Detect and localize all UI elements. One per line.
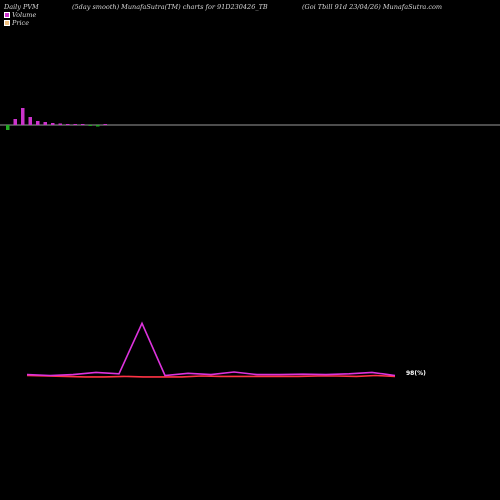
legend-label-price: Price (12, 19, 30, 27)
price-lines (26, 321, 396, 378)
volume-bar (81, 124, 85, 125)
volume-bar (73, 124, 77, 125)
volume-bar (58, 123, 62, 125)
volume-bar (6, 125, 10, 130)
volume-bar (28, 117, 32, 125)
legend-price: Price (4, 19, 29, 27)
chart-title: (5day smooth) MunafaSutra(TM) charts for… (72, 3, 268, 11)
volume-bar (21, 108, 25, 125)
volume-bar (88, 125, 92, 126)
volume-bar (13, 119, 17, 125)
legend-swatch-volume (4, 12, 10, 18)
legend-label-volume: Volume (12, 11, 37, 19)
legend-swatch-price (4, 20, 10, 26)
volume-bar (43, 122, 47, 125)
volume-bar (51, 123, 55, 125)
price-series-line (26, 321, 396, 377)
price-value-label: 98(%) (406, 370, 426, 377)
volume-bar (66, 124, 70, 125)
price-series-line (26, 374, 396, 378)
volume-bar (96, 125, 100, 127)
chart-type-label: Daily PVM (4, 3, 39, 11)
volume-bars (6, 108, 107, 130)
volume-bar (36, 121, 40, 125)
volume-bar (103, 124, 107, 125)
legend-volume: Volume (4, 11, 36, 19)
instrument-label: (Goi Tbill 91d 23/04/26) MunafaSutra.com (302, 3, 443, 11)
